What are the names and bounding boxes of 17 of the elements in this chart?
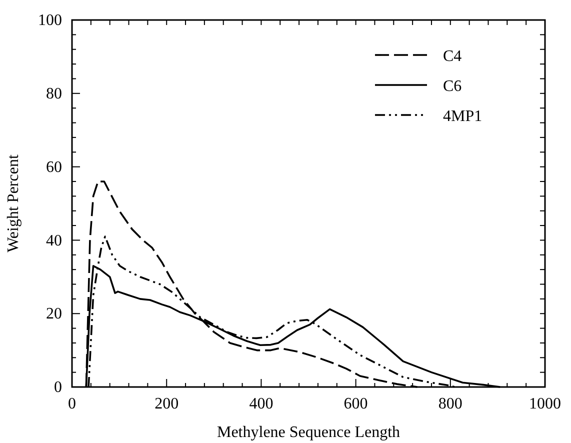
x-tick-label: 800 <box>438 395 462 412</box>
y-tick-label: 0 <box>54 379 62 396</box>
legend-label: C6 <box>443 78 462 95</box>
y-axis-title: Weight Percent <box>5 154 22 252</box>
legend-label: 4MP1 <box>443 108 482 125</box>
x-tick-label: 200 <box>154 395 179 412</box>
x-tick-label: 400 <box>249 395 274 412</box>
y-tick-label: 40 <box>46 232 62 250</box>
x-axis-title: Methylene Sequence Length <box>216 424 400 441</box>
y-tick-label: 100 <box>38 12 62 30</box>
x-tick-label: 0 <box>68 395 76 412</box>
y-tick-label: 60 <box>46 158 62 176</box>
y-tick-label: 20 <box>46 306 62 323</box>
legend-label: C4 <box>443 48 462 65</box>
x-tick-label: 1000 <box>529 395 561 412</box>
x-tick-label: 600 <box>344 395 368 412</box>
y-tick-label: 80 <box>46 86 62 103</box>
